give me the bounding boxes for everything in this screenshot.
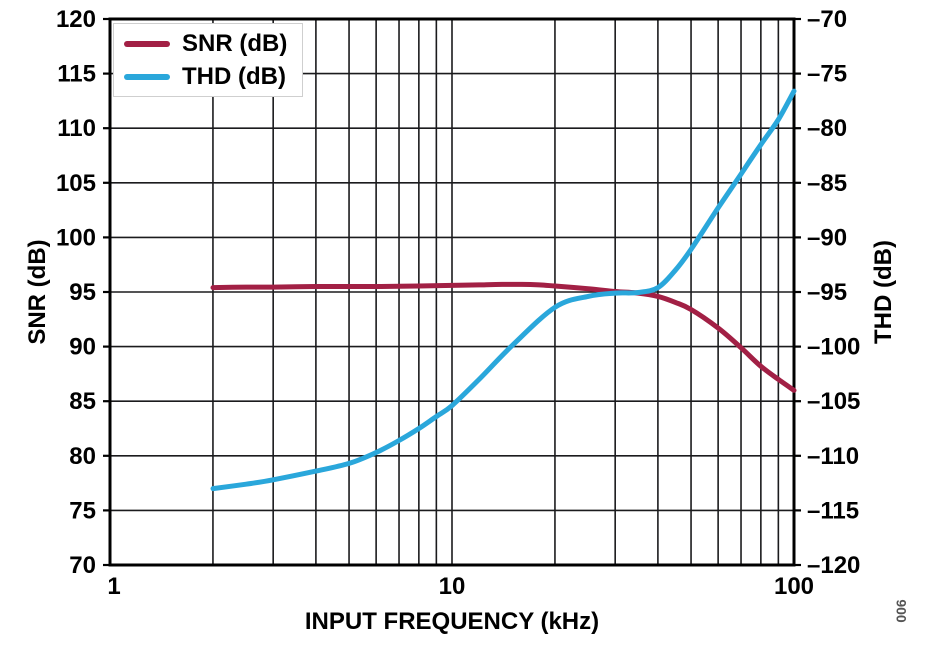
x-axis-title: INPUT FREQUENCY (kHz) xyxy=(304,608,600,635)
legend-label-snr: SNR (dB) xyxy=(182,29,288,57)
y-right-tick-label: –95 xyxy=(807,279,847,306)
y-right-tick-label: –70 xyxy=(807,6,847,33)
legend-item-thd: THD (dB) xyxy=(124,62,302,90)
right-axis-title: THD (dB) xyxy=(870,240,897,344)
y-left-tick-label: 95 xyxy=(69,279,96,306)
snr-curve xyxy=(210,281,797,393)
x-tick-label: 1 xyxy=(107,573,120,600)
thd-curve xyxy=(210,88,797,492)
y-right-tick-label: –75 xyxy=(807,61,847,88)
legend-label-thd: THD (dB) xyxy=(182,62,286,90)
y-right-tick-label: –90 xyxy=(807,224,847,251)
left-axis-title: SNR (dB) xyxy=(24,239,51,345)
x-tick-label: 10 xyxy=(439,573,466,600)
legend: SNR (dB) THD (dB) xyxy=(113,23,303,97)
y-left-tick-label: 110 xyxy=(57,115,96,142)
y-left-tick-label: 105 xyxy=(56,170,96,197)
y-left-tick-label: 75 xyxy=(69,497,96,524)
gridlines xyxy=(110,19,794,565)
y-right-tick-label: –80 xyxy=(807,115,847,142)
y-left-tick-label: 80 xyxy=(69,443,96,470)
y-left-tick-label: 115 xyxy=(57,61,96,88)
y-left-tick-label: 90 xyxy=(69,334,96,361)
y-left-tick-label: 85 xyxy=(69,388,96,415)
y-left-tick-label: 100 xyxy=(56,224,96,251)
snr-line-swatch xyxy=(124,40,170,47)
thd-line-swatch xyxy=(124,73,170,80)
y-right-tick-label: –85 xyxy=(807,170,847,197)
y-right-tick-label: –120 xyxy=(807,552,860,579)
y-right-tick-label: –110 xyxy=(807,443,859,470)
x-tick-label: 100 xyxy=(774,573,814,600)
figure-number: 006 xyxy=(893,599,909,623)
legend-item-snr: SNR (dB) xyxy=(124,29,302,57)
y-right-tick-label: –115 xyxy=(807,497,859,524)
y-left-tick-label: 70 xyxy=(69,552,96,579)
y-right-tick-label: –100 xyxy=(807,334,860,361)
axis-ticks xyxy=(103,17,801,567)
y-right-tick-label: –105 xyxy=(807,388,860,415)
y-left-tick-label: 120 xyxy=(56,6,96,33)
